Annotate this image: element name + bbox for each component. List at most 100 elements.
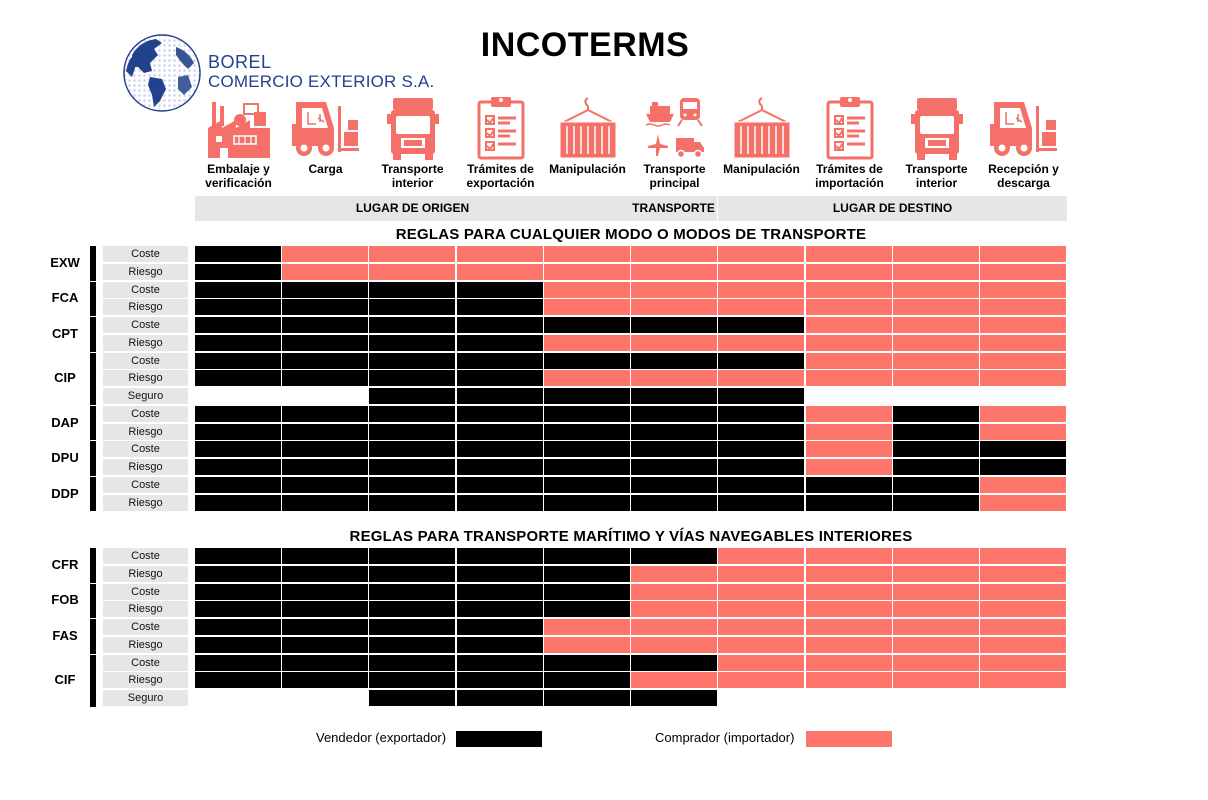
stage-label: Carga <box>282 162 369 176</box>
stage-label: Manipulación <box>544 162 631 176</box>
cell-seller <box>631 494 717 511</box>
cell-seller <box>893 494 979 511</box>
cell-seller <box>544 565 630 582</box>
cell-seller <box>195 672 281 689</box>
cell-seller <box>544 459 630 475</box>
stage-label-line-1: Trámites de <box>816 162 883 176</box>
cell-seller <box>282 281 368 298</box>
cell-seller <box>980 459 1066 475</box>
cell-seller <box>544 690 630 706</box>
stage-label: Trámites de exportación <box>457 162 544 190</box>
cell-seller <box>718 405 804 422</box>
row-label-riesgo: Riesgo <box>103 370 188 387</box>
forklift-icon <box>980 92 1067 160</box>
cell-buyer <box>893 548 979 564</box>
cell-seller <box>457 690 543 706</box>
cell-seller <box>631 423 717 440</box>
cell-buyer <box>631 246 717 262</box>
clipboard-checklist-icon <box>806 92 893 160</box>
cell-buyer <box>893 317 979 333</box>
row-label-coste: Coste <box>103 583 188 600</box>
stage-label-line-2: importación <box>815 176 884 190</box>
cell-buyer <box>718 246 804 262</box>
incoterm-bracket <box>90 619 96 654</box>
row-label-riesgo: Riesgo <box>103 494 188 511</box>
cell-buyer <box>544 263 630 280</box>
cell-seller <box>282 476 368 493</box>
cell-seller <box>718 317 804 333</box>
cell-seller <box>457 494 543 511</box>
cell-seller <box>195 405 281 422</box>
cell-buyer <box>980 494 1066 511</box>
cell-seller <box>457 441 543 458</box>
section-title-maritime: REGLAS PARA TRANSPORTE MARÍTIMO Y VÍAS N… <box>349 528 913 545</box>
cell-seller <box>544 672 630 689</box>
cell-buyer <box>806 263 892 280</box>
cell-seller <box>718 476 804 493</box>
incoterm-fob: FOB <box>51 592 79 608</box>
cell-seller <box>806 476 892 493</box>
cell-seller <box>195 548 281 564</box>
cell-seller <box>195 352 281 369</box>
stage-7: Manipulación <box>718 92 805 176</box>
stage-label-line-2: descarga <box>997 176 1050 190</box>
stage-label: Transporte principal <box>631 162 718 190</box>
container-crane-icon <box>544 92 631 160</box>
clipboard-checklist-icon <box>457 92 544 160</box>
cell-buyer <box>718 636 804 653</box>
truck-icon <box>893 92 980 160</box>
cell-buyer <box>980 370 1066 387</box>
cell-seller <box>718 441 804 458</box>
cell-seller <box>457 565 543 582</box>
cell-buyer <box>893 263 979 280</box>
cell-buyer <box>893 619 979 635</box>
cell-buyer <box>980 246 1066 262</box>
stage-9: Transporte interior <box>893 92 980 190</box>
cell-buyer <box>457 246 543 262</box>
cell-seller <box>369 476 455 493</box>
cell-seller <box>369 672 455 689</box>
cell-seller <box>718 459 804 475</box>
cell-buyer <box>631 299 717 316</box>
cell-seller <box>457 317 543 333</box>
cell-buyer <box>980 654 1066 671</box>
section-title-any-mode: REGLAS PARA CUALQUIER MODO O MODOS DE TR… <box>395 226 867 243</box>
stage-6: Transporte principal <box>631 92 718 190</box>
incoterm-bracket <box>90 583 96 618</box>
row-label-coste: Coste <box>103 619 188 635</box>
cell-seller <box>457 423 543 440</box>
incoterm-bracket <box>90 441 96 476</box>
cell-buyer <box>718 370 804 387</box>
cell-seller <box>282 494 368 511</box>
stage-label-line-2: interior <box>391 176 434 190</box>
cell-buyer <box>544 334 630 351</box>
cell-seller <box>544 494 630 511</box>
cell-seller <box>544 317 630 333</box>
cell-seller <box>195 299 281 316</box>
stage-1: Embalaje y verificación <box>195 92 282 190</box>
cell-seller <box>718 423 804 440</box>
cell-buyer <box>893 246 979 262</box>
row-label-riesgo: Riesgo <box>103 459 188 475</box>
cell-seller <box>282 317 368 333</box>
cell-seller <box>195 246 281 262</box>
cell-buyer <box>718 654 804 671</box>
brand-line-2: COMERCIO EXTERIOR S.A. <box>208 72 435 91</box>
row-label-riesgo: Riesgo <box>103 299 188 316</box>
cell-seller <box>195 317 281 333</box>
cell-seller <box>544 601 630 618</box>
stage-2: Carga <box>282 92 369 176</box>
cell-buyer <box>631 583 717 600</box>
cell-buyer <box>893 654 979 671</box>
cell-buyer <box>631 281 717 298</box>
cell-buyer <box>282 263 368 280</box>
stage-label-line-1: Manipulación <box>549 162 626 176</box>
cell-seller <box>282 619 368 635</box>
cell-buyer <box>718 619 804 635</box>
cell-buyer <box>806 548 892 564</box>
cell-buyer <box>631 334 717 351</box>
cell-buyer <box>806 423 892 440</box>
cell-seller <box>631 405 717 422</box>
cell-seller <box>369 299 455 316</box>
cell-seller <box>718 494 804 511</box>
